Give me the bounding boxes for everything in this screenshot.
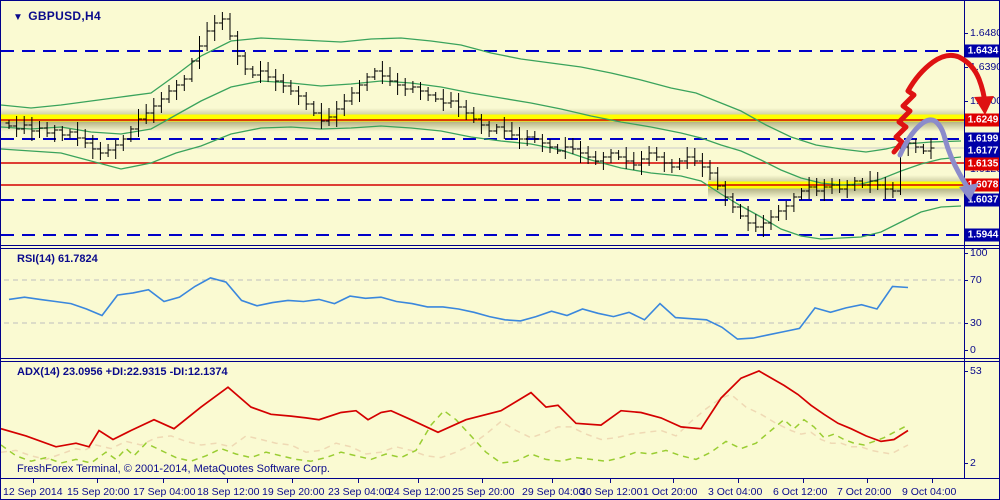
adx-canvas [1, 370, 909, 464]
time-axis-label: 17 Sep 04:00 [133, 486, 196, 498]
indicator-scale-label: 2 [964, 457, 976, 469]
time-axis[interactable]: 12 Sep 2014 15 Sep 20:00 17 Sep 04:00 18 Se… [1, 478, 999, 499]
indicator-scale-label: 0 [964, 344, 976, 356]
price-level-badge: 1.6249 [965, 113, 999, 127]
price-tick-label: 1.6480 [963, 27, 999, 39]
collapse-triangle-icon[interactable]: ▼ [13, 12, 24, 23]
time-axis-label: 25 Sep 20:00 [452, 486, 515, 498]
time-axis-tick [97, 479, 98, 483]
price-level-badge: 1.6078 [965, 178, 999, 192]
panel-separator[interactable] [1, 245, 999, 246]
time-axis-tick [418, 479, 419, 483]
time-axis-label: 23 Sep 04:00 [328, 486, 391, 498]
time-axis-tick [803, 479, 804, 483]
price-tick-label: 1.6300 [963, 95, 999, 107]
adx-indicator-panel: ADX(14) 23.0956 +DI:22.9315 -DI:12.1374 … [1, 362, 999, 478]
panel-separator[interactable] [1, 361, 999, 362]
panel-separator[interactable] [1, 248, 999, 249]
indicator-scale-label: 53 [964, 365, 982, 377]
time-axis-label: 3 Oct 04:00 [708, 486, 763, 498]
time-axis-label: 29 Sep 04:00 [522, 486, 585, 498]
adx-label: ADX(14) 23.0956 +DI:22.9315 -DI:12.1374 [17, 366, 228, 378]
rsi-indicator-panel: RSI(14) 61.7824 [1, 249, 999, 358]
panel-separator[interactable] [1, 358, 999, 359]
terminal-copyright: FreshForex Terminal, © 2001-2014, MetaQu… [17, 463, 330, 475]
price-level-badge: 1.6135 [965, 157, 999, 171]
time-axis-tick [673, 479, 674, 483]
time-axis-tick [358, 479, 359, 483]
price-chart-canvas [1, 12, 964, 240]
time-axis-tick [932, 479, 933, 483]
price-axis-border [964, 1, 965, 478]
chart-title: ▼ GBPUSD,H4 [13, 9, 101, 23]
time-axis-tick [227, 479, 228, 483]
rsi-label: RSI(14) 61.7824 [17, 253, 98, 265]
price-tick-label: 1.6390 [963, 61, 999, 73]
time-axis-label: 15 Sep 20:00 [67, 486, 130, 498]
price-level-badge: 1.6037 [965, 193, 999, 207]
time-axis-label: 18 Sep 12:00 [197, 486, 260, 498]
indicator-scale-label: 100 [964, 247, 988, 259]
time-axis-tick [163, 479, 164, 483]
indicator-scale-label: 70 [964, 274, 982, 286]
time-axis-tick [552, 479, 553, 483]
price-level-badge: 1.6177 [965, 144, 999, 158]
time-axis-tick [610, 479, 611, 483]
rsi-canvas [4, 277, 961, 340]
time-axis-label: 12 Sep 2014 [3, 486, 63, 498]
time-axis-label: 19 Sep 20:00 [262, 486, 325, 498]
price-level-badge: 1.5944 [965, 228, 999, 242]
time-axis-tick [738, 479, 739, 483]
time-axis-label: 6 Oct 12:00 [773, 486, 828, 498]
symbol-period-label: GBPUSD,H4 [28, 9, 101, 23]
time-axis-tick [33, 479, 34, 483]
time-axis-label: 9 Oct 04:00 [902, 486, 957, 498]
time-axis-label: 24 Sep 12:00 [388, 486, 451, 498]
time-axis-tick [482, 479, 483, 483]
time-axis-tick [292, 479, 293, 483]
time-axis-label: 30 Sep 12:00 [580, 486, 643, 498]
indicator-scale-label: 30 [964, 317, 982, 329]
price-level-badge: 1.6434 [965, 44, 999, 58]
time-axis-label: 7 Oct 20:00 [837, 486, 892, 498]
time-axis-label: 1 Oct 20:00 [643, 486, 698, 498]
time-axis-tick [867, 479, 868, 483]
price-chart-panel: ▼ GBPUSD,H4 [1, 1, 999, 245]
